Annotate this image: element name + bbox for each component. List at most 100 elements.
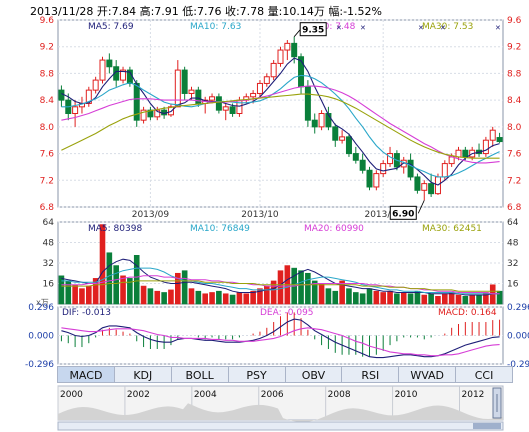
tab-kdj[interactable]: KDJ — [113, 366, 172, 383]
candle-body — [154, 109, 161, 118]
marker-icon: ✕ — [418, 24, 424, 32]
volume-bar — [120, 275, 126, 305]
tab-macd[interactable]: MACD — [57, 366, 115, 383]
price-ma10-line — [61, 74, 500, 178]
candle-body — [380, 163, 387, 175]
volume-tick-right: 64 — [507, 218, 519, 228]
candle-body — [106, 59, 113, 68]
volume-bar — [353, 292, 359, 305]
volume-bar — [373, 290, 380, 305]
candle-body — [414, 176, 421, 191]
macd-tick-right: -0.296 — [507, 360, 529, 370]
indicator-tabs: MACD KDJ BOLL PSY OBV RSI WVAD CCI — [57, 366, 513, 383]
volume-bar — [154, 290, 161, 305]
volume-bar — [99, 224, 106, 305]
date-label: 2013/11 — [364, 210, 401, 220]
tab-wvad[interactable]: WVAD — [398, 366, 457, 383]
timeline-scroll-thumb — [473, 423, 501, 429]
tab-rsi[interactable]: RSI — [341, 366, 400, 383]
volume-bar — [229, 294, 236, 305]
annotation-leader — [417, 200, 425, 214]
volume-bar — [236, 292, 243, 305]
volume-tick-left: 16 — [43, 280, 55, 290]
volume-bar — [161, 292, 167, 305]
volume-ma30-line — [61, 280, 500, 292]
volume-bar — [469, 294, 475, 305]
volume-bar — [311, 280, 318, 305]
tab-obv[interactable]: OBV — [284, 366, 343, 383]
volume-bar — [305, 272, 311, 305]
price-tick-left: 8.0 — [40, 123, 55, 133]
volume-bar — [79, 288, 85, 305]
price-tick-right: 9.6 — [507, 16, 522, 26]
candle-body — [250, 92, 257, 98]
candle-body — [85, 89, 92, 104]
volume-bar — [318, 283, 325, 305]
tab-psy[interactable]: PSY — [227, 366, 286, 383]
volume-bar — [58, 275, 65, 305]
candle-body — [496, 137, 503, 143]
price-legend-ma5: MA5: 7.69 — [88, 22, 134, 32]
candle-body — [181, 69, 188, 94]
price-tick-left: 7.2 — [40, 176, 54, 186]
volume-bar — [380, 292, 386, 305]
volume-bar — [339, 280, 345, 305]
candle-body — [263, 76, 270, 84]
timeline-year: 2002 — [127, 390, 150, 400]
volume-bar — [332, 290, 339, 305]
candle-body — [421, 183, 428, 191]
candle-body — [72, 106, 79, 114]
candle-body — [58, 89, 65, 101]
candle-body — [352, 153, 359, 161]
price-tick-left: 8.8 — [40, 69, 55, 79]
volume-bar — [346, 288, 352, 305]
volume-bar — [387, 290, 393, 305]
volume-bar — [257, 288, 263, 305]
tab-boll[interactable]: BOLL — [170, 366, 229, 383]
volume-bar — [442, 293, 448, 305]
candle-body — [140, 109, 147, 121]
annotation-box — [299, 22, 327, 37]
macd-tick-left: 0.000 — [28, 332, 54, 342]
annotation-box — [389, 205, 417, 220]
timeline-year: 2008 — [328, 390, 351, 400]
timeline-year: 2004 — [194, 390, 217, 400]
volume-ma20-line — [61, 275, 500, 295]
candle-body — [366, 169, 373, 188]
timeline-year: 2006 — [261, 390, 284, 400]
volume-unit: x万 — [36, 298, 49, 307]
volume-tick-right: 48 — [507, 239, 519, 249]
price-legend-ma20: MA20: 7.48 — [304, 22, 356, 32]
candle-body — [284, 42, 291, 51]
volume-bar — [462, 296, 469, 305]
volume-tick-right: 16 — [507, 280, 519, 290]
volume-bar — [243, 293, 250, 305]
volume-tick-left: 64 — [43, 218, 55, 228]
candle-body — [277, 49, 284, 64]
candle-body — [215, 96, 222, 111]
candle-body — [304, 86, 311, 121]
candle-body — [174, 69, 181, 108]
volume-bar — [133, 255, 140, 305]
timeline-year: 2000 — [60, 390, 83, 400]
price-tick-left: 7.6 — [40, 150, 55, 160]
macd-tick-left: 0.296 — [28, 303, 54, 313]
macd-tick-right: 0.296 — [507, 303, 529, 313]
tab-cci[interactable]: CCI — [455, 366, 513, 383]
volume-bar — [277, 270, 284, 305]
timeline-scrollbar — [57, 421, 504, 431]
volume-tick-right: 32 — [507, 259, 518, 269]
volume-legend-ma10: MA10: 76849 — [190, 224, 250, 234]
marker-icon: ✕ — [495, 24, 501, 32]
candle-body — [441, 163, 448, 178]
price-ma5-line — [61, 57, 500, 186]
volume-bar — [400, 292, 407, 305]
candle-body — [455, 149, 462, 158]
volume-bar — [270, 280, 277, 305]
marker-icon: ✕ — [336, 24, 342, 32]
candle-body — [325, 113, 332, 128]
volume-legend-ma5: MA5: 80398 — [88, 224, 142, 234]
price-ma30-line — [61, 93, 500, 159]
candle-body — [92, 79, 99, 91]
